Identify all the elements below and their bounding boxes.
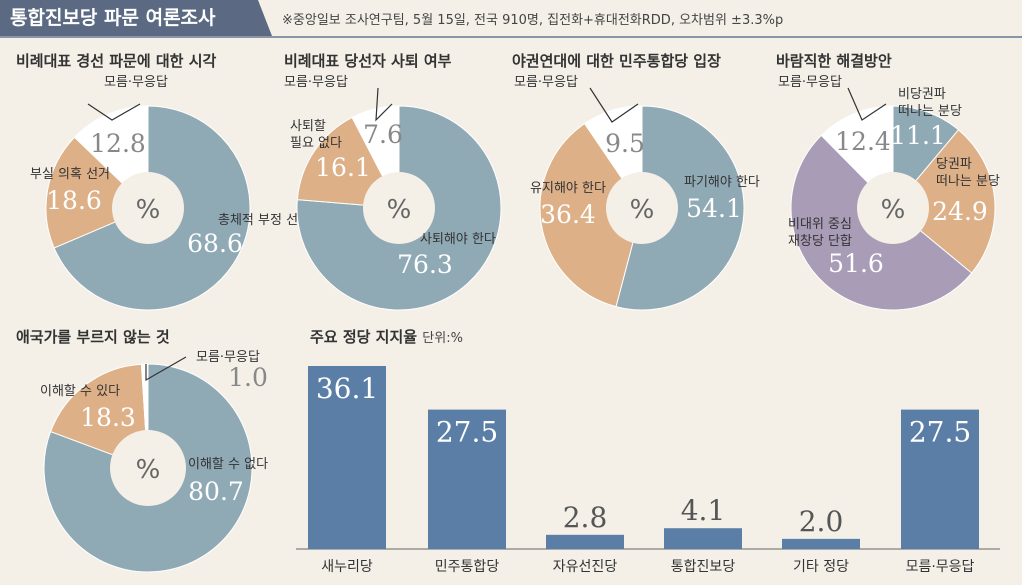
slice-value: 9.5 [605, 129, 645, 158]
x-tick-label: 민주통합당 [435, 559, 500, 575]
header-divider [0, 36, 1022, 38]
slice-label: 부실 의혹 선거 [30, 167, 110, 182]
slice-value: 24.9 [932, 197, 988, 226]
bar [428, 409, 506, 549]
center-unit-label: % [136, 195, 161, 225]
slice-value: 54.1 [686, 194, 742, 223]
x-tick-label: 새누리당 [321, 559, 373, 575]
slice-label: 떠나는 분당 [936, 174, 1000, 189]
pie-slice [539, 122, 643, 308]
bar [782, 538, 860, 549]
chart-title: 주요 정당 지지율 [310, 328, 418, 346]
leader-line [589, 87, 639, 123]
slice-label: 필요 없다 [290, 136, 342, 151]
slice-value: 51.6 [828, 249, 884, 278]
unit-label: 단위:% [422, 331, 463, 346]
slice-value: 1.0 [228, 363, 268, 392]
donut-hole [110, 430, 186, 506]
bar [308, 366, 386, 549]
center-unit-label: % [630, 195, 655, 225]
bar-value-label: 2.0 [799, 505, 844, 538]
x-tick-label: 모름·무응답 [906, 559, 975, 575]
donut-hole [857, 172, 929, 244]
slice-label: 모름·무응답 [196, 350, 260, 365]
slice-value: 76.3 [397, 250, 453, 279]
donut-hole [363, 172, 435, 244]
slice-label: 모름·무응답 [104, 75, 168, 90]
bar-value-label: 2.8 [563, 501, 608, 534]
slice-value: 12.4 [835, 127, 891, 156]
chart-title: 바람직한 해결방안 [776, 52, 892, 70]
slice-label: 유지해야 한다 [530, 181, 606, 196]
slice-label: 비대위 중심 [788, 217, 852, 232]
x-tick-label: 자유선진당 [553, 559, 618, 575]
slice-label: 이해할 수 있다 [40, 384, 120, 399]
bar [664, 528, 742, 549]
bar [901, 409, 979, 549]
slice-label: 모름·무응답 [284, 75, 348, 90]
donut-hole [112, 172, 184, 244]
slice-label: 사퇴할 [290, 119, 326, 134]
leader-line [847, 87, 887, 121]
bar-value-label: 27.5 [436, 416, 498, 449]
leader-line [145, 356, 187, 382]
slice-value: 7.6 [363, 120, 403, 149]
slice-value: 18.6 [46, 186, 102, 215]
leader-line [87, 103, 141, 121]
slice-label: 떠나는 분당 [898, 104, 962, 119]
chart-title: 야권연대에 대한 민주통합당 입장 [512, 52, 721, 70]
bar-value-label: 4.1 [681, 494, 726, 527]
slice-label: 재창당 단합 [788, 234, 852, 249]
donut-hole [606, 172, 678, 244]
bar [546, 534, 624, 549]
slice-label: 모름·무응답 [778, 75, 842, 90]
pie-slice [296, 105, 502, 311]
slice-label: 당권파 [936, 157, 972, 172]
slice-label: 사퇴해야 한다 [420, 232, 496, 247]
pie-slice [45, 136, 149, 249]
bar-value-label: 36.1 [316, 372, 378, 405]
slice-value: 11.1 [890, 121, 946, 150]
slice-label: 모름·무응답 [514, 75, 578, 90]
center-unit-label: % [387, 195, 412, 225]
slice-label: 파기해야 한다 [684, 175, 760, 190]
slice-label: 이해할 수 없다 [188, 457, 268, 472]
leader-line [375, 87, 393, 122]
slice-value: 36.4 [540, 200, 596, 229]
x-tick-label: 기타 정당 [793, 559, 849, 575]
center-unit-label: % [881, 195, 906, 225]
bar-value-label: 27.5 [909, 416, 971, 449]
chart-title: 애국가를 부르지 않는 것 [16, 328, 170, 346]
slice-value: 68.6 [187, 229, 243, 258]
page-title: 통합진보당 파문 여론조사 [0, 0, 272, 36]
slice-value: 16.1 [315, 153, 371, 182]
survey-source-note: ※중앙일보 조사연구팀, 5월 15일, 전국 910명, 집전화+휴대전화RD… [282, 13, 784, 28]
chart-title: 비례대표 당선자 사퇴 여부 [284, 52, 452, 70]
slice-value: 18.3 [80, 403, 136, 432]
slice-value: 12.8 [90, 129, 146, 158]
x-tick-label: 통합진보당 [671, 559, 736, 575]
slice-value: 80.7 [188, 477, 244, 506]
slice-label: 총체적 부정 선거 [218, 213, 310, 228]
slice-label: 비당권파 [898, 87, 946, 102]
center-unit-label: % [136, 455, 161, 485]
pie-slice [892, 129, 996, 274]
pie-slice [615, 105, 745, 311]
chart-title: 비례대표 경선 파문에 대한 시각 [16, 52, 217, 70]
